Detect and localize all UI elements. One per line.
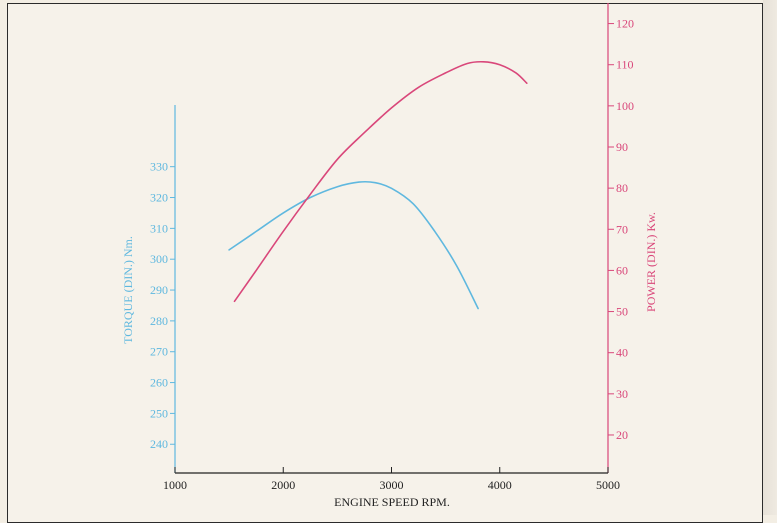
y-right-tick-label: 30 bbox=[616, 387, 628, 401]
y-right-tick-label: 120 bbox=[616, 17, 634, 31]
x-tick-label: 2000 bbox=[271, 478, 295, 492]
x-tick-label: 4000 bbox=[488, 478, 512, 492]
x-axis-label: ENGINE SPEED RPM. bbox=[334, 495, 450, 509]
y-right-tick-label: 60 bbox=[616, 263, 628, 277]
y-axis-right-label: POWER (DIN.) Kw. bbox=[644, 212, 658, 312]
y-right-tick-label: 40 bbox=[616, 346, 628, 360]
y-left-tick-label: 260 bbox=[150, 376, 168, 390]
y-left-tick-label: 240 bbox=[150, 437, 168, 451]
y-left-tick-label: 280 bbox=[150, 314, 168, 328]
page-edge bbox=[763, 0, 777, 515]
x-tick-label: 3000 bbox=[380, 478, 404, 492]
y-right-tick-label: 100 bbox=[616, 99, 634, 113]
y-left-tick-label: 330 bbox=[150, 160, 168, 174]
x-tick-label: 5000 bbox=[596, 478, 620, 492]
x-tick-label: 1000 bbox=[163, 478, 187, 492]
torque-curve bbox=[228, 180, 479, 310]
chart-frame bbox=[7, 3, 763, 523]
y-right-tick-label: 50 bbox=[616, 305, 628, 319]
y-left-tick-label: 250 bbox=[150, 406, 168, 420]
axes bbox=[174, 3, 609, 474]
power-curve bbox=[233, 60, 528, 303]
y-left-tick-label: 300 bbox=[150, 252, 168, 266]
y-right-tick-label: 90 bbox=[616, 140, 628, 154]
series bbox=[228, 60, 528, 310]
y-left-tick-label: 290 bbox=[150, 283, 168, 297]
ticks: 1000 2000 3000 4000 5000 240 250 260 270 280 290 30… bbox=[150, 17, 634, 492]
y-left-tick-label: 310 bbox=[150, 221, 168, 235]
y-left-tick-label: 320 bbox=[150, 191, 168, 205]
y-right-tick-label: 20 bbox=[616, 428, 628, 442]
y-right-tick-label: 110 bbox=[616, 58, 634, 72]
y-right-tick-label: 80 bbox=[616, 181, 628, 195]
y-right-tick-label: 70 bbox=[616, 222, 628, 236]
y-left-tick-label: 270 bbox=[150, 345, 168, 359]
y-axis-left-label: TORQUE (DIN.) Nm. bbox=[121, 236, 135, 344]
